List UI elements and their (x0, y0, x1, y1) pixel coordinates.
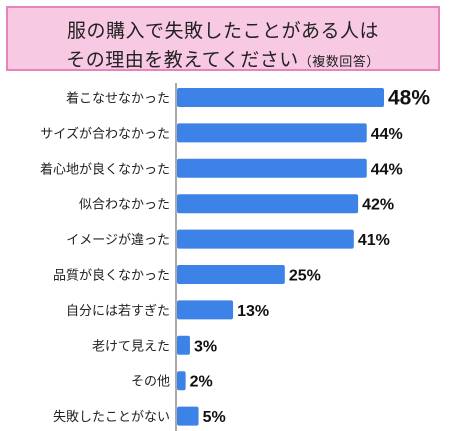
chart-title-box: 服の購入で失敗したことがある人は その理由を教えてください（複数回答） (6, 6, 440, 71)
value-label: 48% (388, 87, 430, 110)
value-label: 3% (194, 338, 217, 355)
value-label: 44% (371, 161, 403, 178)
value-label: 13% (237, 303, 269, 320)
value-label: 5% (203, 409, 226, 426)
chart-title-main: その理由を教えてください (66, 49, 299, 71)
category-label: 似合わなかった (79, 198, 170, 213)
value-label: 42% (362, 197, 394, 214)
category-label: 失敗したことがない (53, 410, 170, 425)
bar (177, 194, 359, 214)
category-label: 着こなせなかった (66, 91, 170, 107)
category-label: サイズが合わなかった (40, 126, 170, 142)
chart-title-suffix: （複数回答） (298, 55, 380, 70)
category-label: イメージが違った (66, 233, 170, 248)
category-label: その他 (131, 375, 170, 390)
chart-title-line2: その理由を教えてください（複数回答） (8, 45, 438, 72)
bar (177, 371, 186, 391)
bar (177, 158, 367, 178)
bar (177, 229, 354, 249)
bar (177, 123, 367, 143)
category-label: 自分には若すぎた (66, 303, 170, 319)
category-label: 老けて見えた (92, 339, 170, 354)
value-label: 25% (289, 268, 321, 285)
bar (177, 88, 384, 107)
bar (177, 300, 234, 320)
category-label: 着心地が良くなかった (40, 161, 170, 177)
bar (177, 335, 190, 355)
chart-title-line1: 服の購入で失敗したことがある人は (66, 20, 379, 42)
bar (177, 406, 199, 426)
value-label: 41% (358, 232, 390, 249)
bar (177, 265, 285, 284)
value-label: 44% (371, 126, 403, 143)
category-label: 品質が良くなかった (53, 268, 170, 284)
value-label: 2% (190, 374, 213, 391)
